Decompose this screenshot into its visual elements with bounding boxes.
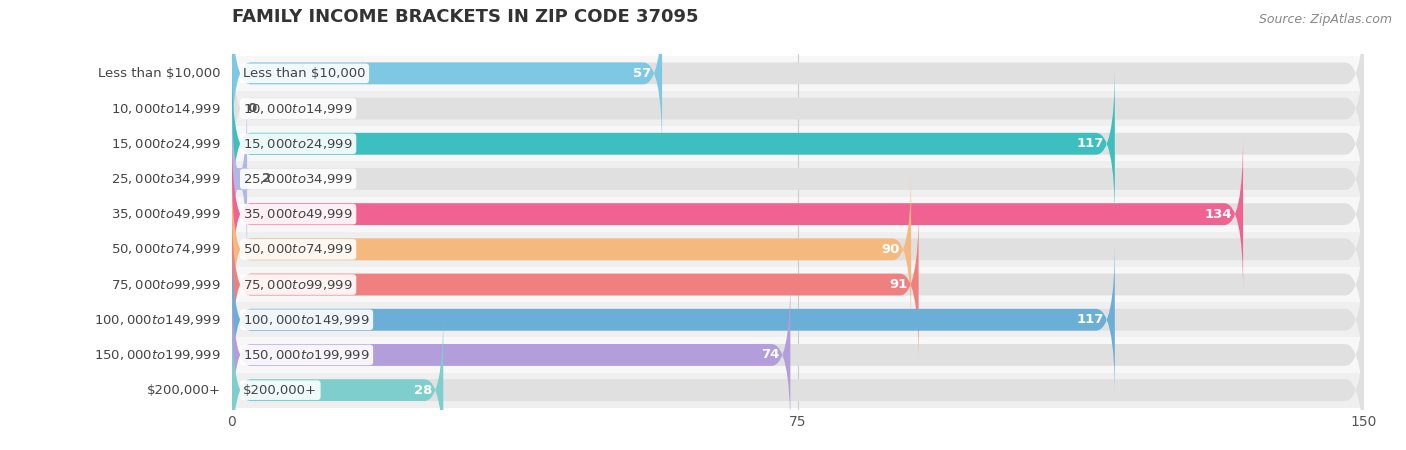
FancyBboxPatch shape — [228, 102, 250, 256]
Text: 57: 57 — [633, 67, 651, 80]
FancyBboxPatch shape — [232, 137, 1364, 291]
Bar — [232, 267, 1364, 302]
FancyBboxPatch shape — [232, 137, 1243, 291]
FancyBboxPatch shape — [232, 67, 1364, 221]
Text: 91: 91 — [889, 278, 907, 291]
Text: $15,000 to $24,999: $15,000 to $24,999 — [243, 137, 353, 151]
Text: 134: 134 — [1204, 207, 1232, 220]
Text: $50,000 to $74,999: $50,000 to $74,999 — [111, 243, 221, 256]
Text: $50,000 to $74,999: $50,000 to $74,999 — [243, 243, 353, 256]
FancyBboxPatch shape — [232, 102, 1364, 256]
Text: $150,000 to $199,999: $150,000 to $199,999 — [243, 348, 370, 362]
Bar — [232, 232, 1364, 267]
Bar — [232, 56, 1364, 91]
Text: Less than $10,000: Less than $10,000 — [243, 67, 366, 80]
FancyBboxPatch shape — [232, 0, 1364, 150]
Text: $100,000 to $149,999: $100,000 to $149,999 — [243, 313, 370, 327]
FancyBboxPatch shape — [232, 67, 1115, 221]
Text: $200,000+: $200,000+ — [243, 384, 318, 396]
Bar — [232, 197, 1364, 232]
Text: $10,000 to $14,999: $10,000 to $14,999 — [111, 102, 221, 116]
Text: $35,000 to $49,999: $35,000 to $49,999 — [243, 207, 353, 221]
Text: $25,000 to $34,999: $25,000 to $34,999 — [111, 172, 221, 186]
Text: 0: 0 — [247, 102, 256, 115]
FancyBboxPatch shape — [232, 207, 1364, 362]
Text: $100,000 to $149,999: $100,000 to $149,999 — [94, 313, 221, 327]
Text: Source: ZipAtlas.com: Source: ZipAtlas.com — [1258, 14, 1392, 27]
FancyBboxPatch shape — [232, 278, 1364, 432]
Bar — [232, 126, 1364, 162]
FancyBboxPatch shape — [232, 278, 790, 432]
FancyBboxPatch shape — [232, 172, 911, 326]
Bar — [232, 91, 1364, 126]
Text: $75,000 to $99,999: $75,000 to $99,999 — [243, 278, 353, 292]
Text: 90: 90 — [882, 243, 900, 256]
Text: $150,000 to $199,999: $150,000 to $199,999 — [94, 348, 221, 362]
FancyBboxPatch shape — [232, 207, 918, 362]
FancyBboxPatch shape — [232, 313, 1364, 450]
Text: 74: 74 — [761, 348, 779, 361]
Text: 117: 117 — [1076, 137, 1104, 150]
Text: $35,000 to $49,999: $35,000 to $49,999 — [111, 207, 221, 221]
FancyBboxPatch shape — [232, 32, 1364, 186]
Text: 117: 117 — [1076, 313, 1104, 326]
Bar — [232, 338, 1364, 373]
Text: $200,000+: $200,000+ — [146, 384, 221, 396]
FancyBboxPatch shape — [232, 0, 662, 150]
FancyBboxPatch shape — [232, 243, 1364, 397]
FancyBboxPatch shape — [232, 172, 1364, 326]
Text: $75,000 to $99,999: $75,000 to $99,999 — [111, 278, 221, 292]
Text: $25,000 to $34,999: $25,000 to $34,999 — [243, 172, 353, 186]
Text: 28: 28 — [413, 384, 432, 396]
Text: $10,000 to $14,999: $10,000 to $14,999 — [243, 102, 353, 116]
Bar — [232, 302, 1364, 338]
FancyBboxPatch shape — [232, 313, 443, 450]
FancyBboxPatch shape — [232, 243, 1115, 397]
Text: Less than $10,000: Less than $10,000 — [98, 67, 221, 80]
Bar — [232, 373, 1364, 408]
Text: $15,000 to $24,999: $15,000 to $24,999 — [111, 137, 221, 151]
Bar — [232, 162, 1364, 197]
Text: 2: 2 — [262, 172, 271, 185]
Text: FAMILY INCOME BRACKETS IN ZIP CODE 37095: FAMILY INCOME BRACKETS IN ZIP CODE 37095 — [232, 8, 699, 26]
